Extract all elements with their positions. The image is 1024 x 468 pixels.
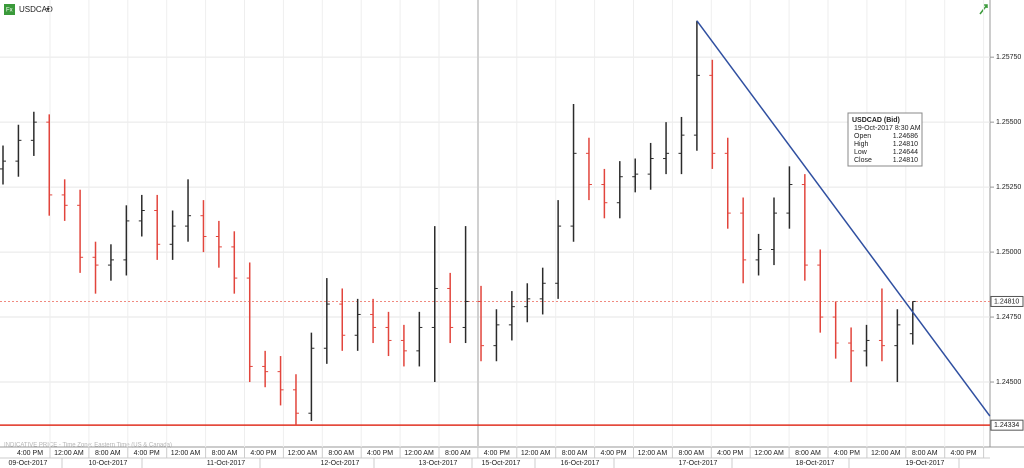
tooltip-title: USDCAD (Bid) (852, 117, 900, 124)
time-label: 4:00 PM (834, 450, 860, 457)
date-label: 12-Oct-2017 (321, 460, 360, 467)
time-label: 8:00 AM (328, 450, 354, 457)
tooltip-key: Low (854, 149, 868, 156)
tooltip-value: 1.24686 (893, 133, 918, 140)
tooltip-value: 1.24810 (893, 141, 918, 148)
time-label: 12:00 AM (871, 450, 901, 457)
date-label: 18-Oct-2017 (796, 460, 835, 467)
tooltip-key: Close (854, 157, 872, 164)
y-tick-label: 1.25750 (996, 54, 1021, 61)
time-label: 4:00 PM (717, 450, 743, 457)
time-label: 4:00 PM (484, 450, 510, 457)
price-box-label: 1.24810 (994, 298, 1019, 305)
tooltip-key: Open (854, 133, 871, 140)
date-label: 09-Oct-2017 (9, 460, 48, 467)
date-label: 15-Oct-2017 (482, 460, 521, 467)
tooltip-key: High (854, 141, 869, 148)
footnote: INDICATIVE PRICE - Time Zone: Eastern Ti… (4, 443, 172, 449)
time-label: 8:00 AM (212, 450, 238, 457)
date-label: 11-Oct-2017 (207, 460, 245, 467)
time-label: 4:00 PM (600, 450, 626, 457)
tooltip-value: 1.24810 (893, 157, 918, 164)
time-label: 12:00 AM (638, 450, 668, 457)
tooltip: USDCAD (Bid) 19-Oct-2017 8:30 AM Open 1.2… (847, 112, 923, 167)
time-label: 4:00 PM (134, 450, 160, 457)
y-tick-label: 1.25000 (996, 249, 1021, 256)
symbol[interactable]: USDCAD (19, 5, 53, 14)
time-label: 12:00 AM (171, 450, 201, 457)
time-label: 12:00 AM (288, 450, 318, 457)
time-label: 4:00 PM (951, 450, 977, 457)
time-label: 8:00 AM (445, 450, 471, 457)
date-label: 17-Oct-2017 (679, 460, 718, 467)
y-tick-label: 1.25500 (996, 119, 1021, 126)
y-tick-label: 1.24500 (996, 379, 1021, 386)
time-label: 4:00 PM (17, 450, 43, 457)
symbol-dropdown[interactable] (46, 8, 50, 11)
date-label: 16-Oct-2017 (561, 460, 600, 467)
time-label: 8:00 AM (795, 450, 821, 457)
fx-icon-text: Fx (6, 8, 13, 14)
time-label: 12:00 AM (521, 450, 551, 457)
time-label: 12:00 AM (754, 450, 784, 457)
fx-icon (4, 4, 15, 15)
time-label: 12:00 AM (54, 450, 84, 457)
time-label: 8:00 AM (95, 450, 121, 457)
time-label: 4:00 PM (367, 450, 393, 457)
date-label: 13-Oct-2017 (419, 460, 458, 467)
tooltip-box (847, 112, 923, 167)
time-label: 4:00 PM (250, 450, 276, 457)
date-label: 19-Oct-2017 (906, 460, 945, 467)
time-label: 8:00 AM (678, 450, 704, 457)
time-label: 12:00 AM (404, 450, 434, 457)
tooltip-time: 19-Oct-2017 8:30 AM (854, 125, 921, 132)
trendline (696, 20, 991, 417)
date-label: 10-Oct-2017 (89, 460, 128, 467)
tooltip-value: 1.24644 (893, 149, 918, 156)
price-box (990, 295, 1024, 307)
time-label: 8:00 AM (562, 450, 588, 457)
y-tick-label: 1.25250 (996, 184, 1021, 191)
price-box (990, 419, 1024, 431)
y-tick-label: 1.24750 (996, 314, 1021, 321)
time-label: 8:00 AM (912, 450, 938, 457)
price-box-label: 1.24334 (994, 422, 1019, 429)
